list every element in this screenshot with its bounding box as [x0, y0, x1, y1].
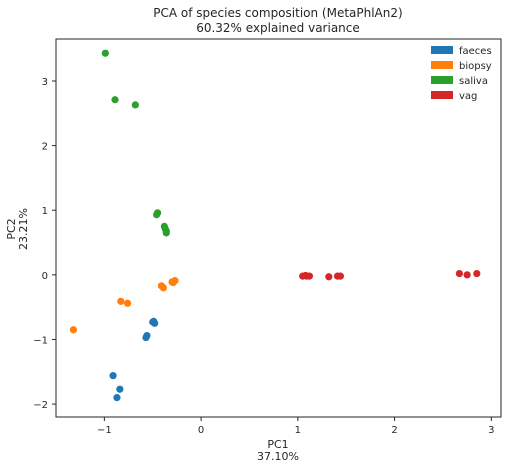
x-tick-label: 2 [391, 425, 397, 436]
data-point-saliva [162, 229, 170, 237]
data-point-vag [325, 273, 333, 281]
data-point-vag [463, 271, 471, 279]
data-point-faeces [116, 385, 124, 393]
plot-frame [55, 38, 502, 418]
data-point-biopsy [117, 297, 125, 305]
points-group [69, 49, 481, 402]
x-tick-label: 3 [488, 425, 494, 436]
legend-swatch-biopsy [431, 61, 453, 69]
data-point-vag [473, 269, 481, 278]
legend-swatch-saliva [431, 76, 453, 84]
data-point-saliva [131, 101, 139, 109]
data-point-biopsy [169, 279, 177, 287]
legend: faeces biopsy saliva vag [431, 46, 492, 102]
x-axis-sublabel: 37.10% [257, 450, 299, 463]
data-point-vag [455, 269, 464, 278]
data-point-vag [336, 272, 345, 280]
data-point-faeces [109, 372, 117, 380]
legend-label-biopsy: biopsy [459, 61, 492, 72]
data-point-biopsy [69, 326, 78, 334]
x-axis-label: PC1 [267, 438, 288, 451]
series-biopsy [69, 277, 179, 334]
x-tick-label: 0 [198, 425, 204, 436]
data-point-vag [302, 272, 311, 280]
data-point-saliva [101, 49, 109, 57]
data-point-faeces [149, 318, 157, 326]
legend-label-faeces: faeces [459, 46, 492, 57]
chart-title: PCA of species composition (MetaPhlAn2) [153, 6, 402, 20]
x-tick-label: −1 [97, 425, 112, 436]
title-group: PCA of species composition (MetaPhlAn2) … [153, 6, 402, 35]
y-axis-sublabel: 23.21% [17, 208, 30, 250]
data-point-biopsy [123, 299, 132, 307]
series-saliva [101, 49, 170, 237]
ticks-group: −1 0 1 2 3 −2 −1 0 1 2 3 [33, 77, 494, 436]
data-point-faeces [142, 333, 150, 342]
y-tick-label: 1 [42, 206, 48, 217]
y-axis-label: PC2 [5, 218, 18, 239]
chart-subtitle: 60.32% explained variance [196, 21, 360, 35]
legend-swatch-faeces [431, 46, 453, 54]
legend-swatch-vag [431, 91, 453, 99]
y-tick-label: −1 [33, 335, 48, 346]
data-point-biopsy [159, 284, 167, 292]
series-faeces [109, 317, 159, 402]
data-point-saliva [153, 211, 161, 219]
legend-label-vag: vag [459, 91, 477, 102]
y-tick-label: 0 [42, 271, 48, 282]
y-tick-label: 2 [42, 142, 48, 153]
x-tick-label: 1 [295, 425, 301, 436]
data-point-faeces [113, 394, 121, 402]
axis-labels: PC1 37.10% PC2 23.21% [5, 208, 299, 463]
data-point-saliva [111, 96, 119, 104]
legend-label-saliva: saliva [459, 76, 488, 87]
series-vag [299, 269, 481, 281]
y-tick-label: 3 [42, 77, 48, 88]
y-tick-label: −2 [33, 400, 48, 411]
